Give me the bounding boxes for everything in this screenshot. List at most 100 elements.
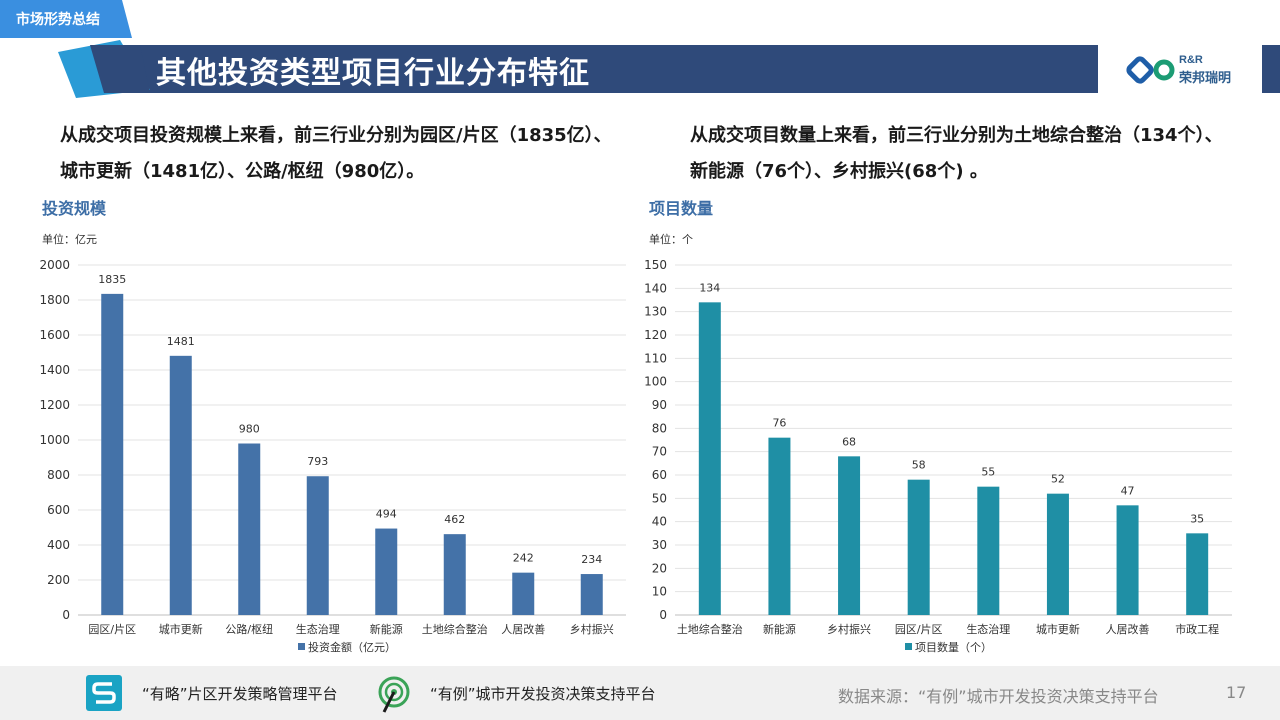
summary-investment-line1: 从成交项目投资规模上来看，前三行业分别为园区/片区（1835亿）、 [60,125,612,146]
legend-swatch [298,643,305,650]
section-tag [0,0,132,38]
data-label: 242 [513,552,534,565]
x-tick-label: 人居改善 [501,622,545,636]
count-bar-chart: 0 10 20 30 40 50 60 70 80 90 100 110 120 130 140 150 134… [644,258,1232,654]
x-tick-label: 生态治理 [296,622,340,636]
bar [977,486,1000,615]
bar [838,456,861,615]
x-tick-label: 乡村振兴 [570,622,614,636]
bar [1116,505,1139,615]
data-label: 134 [699,281,720,294]
summary-count: 从成交项目数量上来看，前三行业分别为土地综合整治（134个）、 新能源（76个）… [690,118,1260,190]
x-tick-label: 人居改善 [1106,622,1150,636]
bar [698,302,721,615]
y-tick-label: 800 [47,468,70,482]
data-label: 462 [444,513,465,526]
bar [768,437,791,615]
company-logo-icon [1126,56,1175,84]
bar [169,355,192,615]
data-label: 1835 [98,273,126,286]
legend-label: 项目数量（个） [915,641,992,654]
section-tag-label: 市场形势总结 [16,12,100,28]
y-tick-label: 2000 [39,258,70,272]
y-tick-label: 110 [644,351,667,365]
y-tick-label: 50 [652,491,667,505]
y-tick-label: 30 [652,538,667,552]
bar [238,443,261,615]
y-tick-label: 100 [644,375,667,389]
x-tick-label: 乡村振兴 [827,622,871,636]
y-tick-label: 1600 [39,328,70,342]
summary-investment-line2: 城市更新（1481亿）、公路/枢纽（980亿）。 [60,161,425,182]
bar [1046,493,1069,615]
data-label: 52 [1051,473,1065,486]
x-tick-label: 市政工程 [1175,622,1219,636]
y-tick-label: 0 [659,608,667,622]
y-tick-label: 0 [62,608,70,622]
data-label: 1481 [167,335,195,348]
y-tick-label: 80 [652,421,667,435]
x-tick-label: 新能源 [370,622,403,636]
bar [1186,533,1209,615]
y-tick-label: 1800 [39,293,70,307]
y-tick-label: 1400 [39,363,70,377]
x-tick-label: 公路/枢纽 [225,622,273,636]
x-tick-label: 城市更新 [159,622,203,636]
x-tick-label: 生态治理 [966,622,1010,636]
y-tick-label: 200 [47,573,70,587]
legend-label: 投资金额（亿元） [308,640,396,654]
bar [306,476,329,615]
data-label: 35 [1190,512,1204,525]
youli-platform-icon [378,676,410,713]
data-label: 234 [581,553,602,566]
chart-right-title: 项目数量 [649,199,714,218]
data-source: 数据来源：“有例”城市开发投资决策支持平台 [838,687,1159,706]
y-tick-label: 600 [47,503,70,517]
title-banner [58,40,1280,98]
bar [907,479,930,615]
x-tick-label: 园区/片区 [88,623,136,636]
y-tick-label: 150 [644,258,667,272]
logo-text-top: R&R [1179,54,1203,66]
x-tick-label: 土地综合整治 [422,622,488,636]
data-label: 55 [981,466,995,479]
x-tick-label: 城市更新 [1036,622,1080,636]
data-label: 68 [842,435,856,448]
y-tick-label: 130 [644,305,667,319]
bar [512,572,535,615]
page-title: 其他投资类型项目行业分布特征 [156,56,590,91]
x-tick-label: 新能源 [763,622,796,636]
x-tick-label: 园区/片区 [895,623,943,636]
bar [443,534,466,615]
bar [101,293,124,615]
x-tick-label: 土地综合整治 [677,622,743,636]
y-tick-label: 90 [652,398,667,412]
y-tick-label: 20 [652,561,667,575]
page-number: 17 [1226,683,1247,702]
y-tick-label: 1000 [39,433,70,447]
footer-platform-youli[interactable]: “有例”城市开发投资决策支持平台 [430,685,656,703]
y-tick-label: 1200 [39,398,70,412]
footer-platform-youlue[interactable]: “有略”片区开发策略管理平台 [142,685,338,703]
y-tick-label: 400 [47,538,70,552]
y-tick-label: 70 [652,445,667,459]
data-label: 76 [772,417,786,430]
y-tick-label: 140 [644,281,667,295]
y-tick-label: 120 [644,328,667,342]
chart-left-unit: 单位：亿元 [42,233,97,246]
chart-left-title: 投资规模 [42,199,107,218]
bar [580,574,603,615]
logo-text-bottom: 荣邦瑞明 [1179,71,1232,86]
y-tick-label: 60 [652,468,667,482]
investment-bar-chart: 0 200 400 600 800 1000 1200 1400 1600 1800 2000 183… [39,258,626,654]
youlue-platform-icon [86,675,122,711]
chart-right-unit: 单位：个 [649,233,693,246]
legend-swatch [905,643,912,650]
data-label: 793 [307,455,328,468]
y-tick-label: 40 [652,515,667,529]
summary-investment: 从成交项目投资规模上来看，前三行业分别为园区/片区（1835亿）、 城市更新（1… [60,118,640,190]
data-label: 980 [239,423,260,436]
data-label: 494 [376,508,397,521]
data-label: 47 [1121,484,1135,497]
data-label: 58 [912,459,926,472]
